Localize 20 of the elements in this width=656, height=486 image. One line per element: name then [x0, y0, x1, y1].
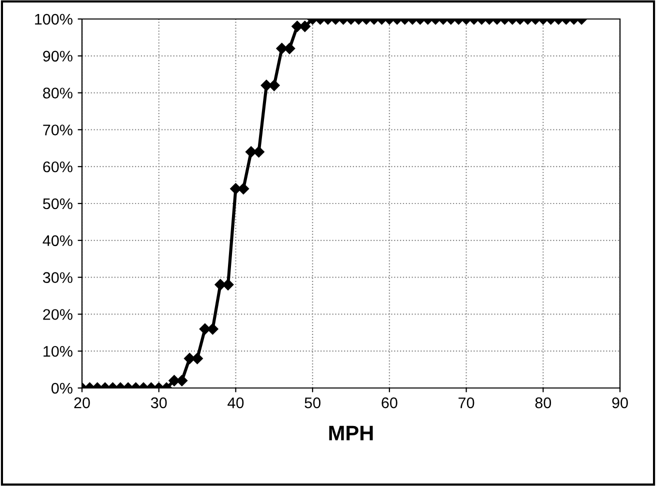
y-tick-label: 50%: [43, 198, 72, 210]
x-tick-label: 60: [382, 397, 398, 408]
y-tick-label: 90%: [43, 50, 72, 62]
x-tick-label: 20: [74, 397, 90, 408]
x-tick-label: 30: [150, 397, 167, 408]
y-tick-label: 0%: [51, 382, 72, 394]
x-tick-label: 50: [304, 397, 320, 408]
x-tick-label: 90: [612, 397, 628, 408]
x-axis-title: MPH: [329, 426, 373, 440]
y-tick-label: 30%: [42, 272, 72, 283]
x-tick-label: 80: [535, 397, 552, 408]
y-tick-label: 70%: [43, 124, 72, 136]
y-tick-label: 100%: [35, 14, 72, 25]
y-tick-label: 20%: [43, 309, 72, 320]
x-tick-label: 40: [228, 397, 244, 408]
y-tick-label: 40%: [42, 235, 72, 246]
x-tick-label: 70: [458, 397, 474, 408]
y-tick-label: 10%: [44, 346, 72, 357]
y-tick-label: 60%: [43, 161, 72, 172]
y-tick-label: 80%: [43, 88, 72, 98]
